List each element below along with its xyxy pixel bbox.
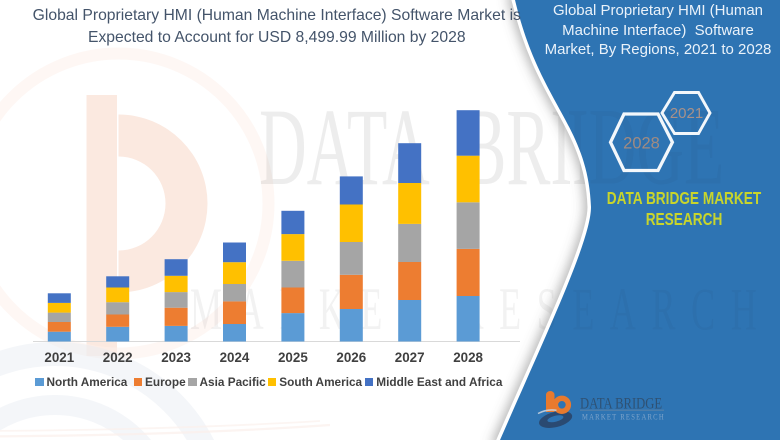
svg-text:2028: 2028 (623, 134, 660, 152)
svg-text:MARKET RESEARCH: MARKET RESEARCH (582, 412, 665, 422)
svg-text:2021: 2021 (670, 105, 703, 122)
svg-text:DATA BRIDGE: DATA BRIDGE (580, 395, 662, 413)
